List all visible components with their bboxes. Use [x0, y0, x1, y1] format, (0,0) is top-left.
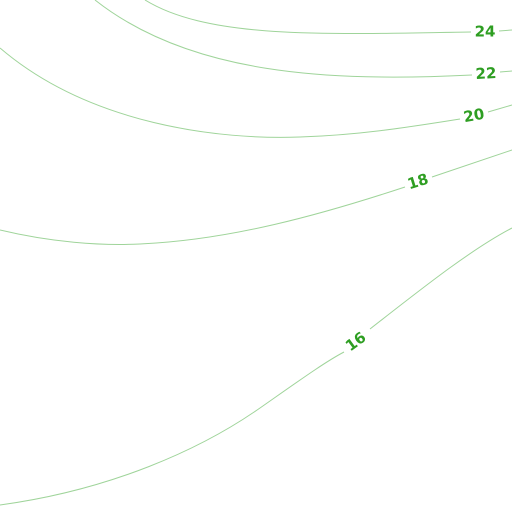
contour-label: 22: [475, 64, 497, 83]
contour-label: 20: [462, 105, 486, 126]
contour-line: [0, 47, 512, 138]
contour-line: [0, 227, 512, 506]
contour-label: 18: [405, 170, 430, 193]
contour-line: [144, 0, 512, 35]
contour-line: [0, 149, 512, 245]
contour-label: 24: [475, 23, 496, 41]
contour-line: [94, 0, 512, 78]
